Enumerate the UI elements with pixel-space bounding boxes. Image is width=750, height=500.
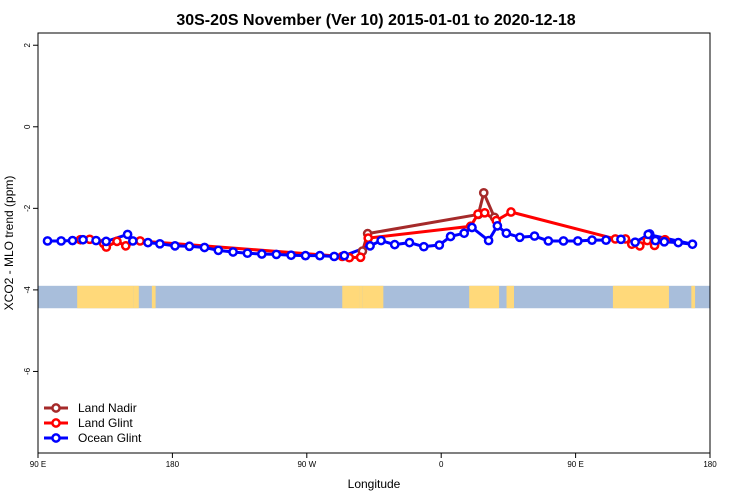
data-point: [363, 233, 374, 243]
data-point: [601, 235, 611, 245]
data-point: [572, 236, 583, 246]
land-segment: [133, 285, 139, 309]
data-point: [300, 250, 311, 261]
data-point: [329, 251, 340, 262]
data-point: [483, 235, 494, 246]
land-segment: [77, 285, 134, 309]
data-point: [286, 250, 296, 261]
data-point: [184, 241, 195, 252]
land-segment: [691, 285, 696, 309]
land-segment: [506, 285, 514, 309]
data-point: [543, 236, 554, 246]
data-point: [91, 235, 101, 246]
legend-marker: [51, 403, 61, 413]
series-line: [80, 210, 666, 260]
data-point: [256, 249, 267, 259]
data-point: [112, 236, 122, 247]
legend-label: Ocean Glint: [78, 431, 142, 445]
plot-frame: [37, 32, 711, 454]
data-point: [389, 239, 400, 250]
data-point: [650, 235, 661, 246]
land-segment: [342, 285, 360, 309]
data-point: [529, 231, 540, 241]
data-point: [143, 237, 153, 248]
data-point: [616, 234, 626, 245]
data-point: [687, 239, 698, 250]
legend-label: Land Nadir: [78, 401, 137, 415]
data-point: [213, 245, 224, 256]
data-point: [355, 252, 366, 263]
data-point: [587, 235, 597, 245]
data-point: [501, 228, 512, 239]
data-point: [506, 207, 516, 217]
data-point: [673, 237, 684, 248]
data-point: [643, 229, 654, 240]
data-point: [242, 248, 253, 259]
data-point: [170, 241, 180, 251]
data-point: [365, 241, 375, 251]
axes: 90 E 180 90 W 0 90 E 180 2 0 -2 -4 -6: [23, 42, 717, 469]
x-tick-label: 180: [166, 460, 180, 469]
land-segment: [362, 285, 374, 309]
data-point: [478, 187, 489, 198]
data-point: [42, 236, 53, 246]
data-point: [127, 236, 138, 246]
x-axis-label: Longitude: [348, 477, 401, 491]
data-point: [630, 237, 640, 248]
data-point: [434, 240, 445, 250]
data-point: [120, 241, 131, 251]
data-point: [339, 250, 350, 261]
legend-item: Land Nadir: [44, 401, 137, 415]
y-tick-label: -2: [23, 204, 32, 212]
land-segment: [359, 285, 363, 309]
y-tick-label: -6: [23, 367, 32, 375]
data-point: [459, 228, 470, 239]
land-segment: [374, 285, 384, 309]
data-point: [659, 236, 670, 247]
x-tick-label: 0: [439, 460, 444, 469]
data-point: [56, 236, 66, 246]
land-segment: [151, 285, 156, 309]
data-point: [122, 229, 133, 240]
data-point: [514, 232, 525, 243]
data-point: [101, 236, 111, 247]
plot-area: [38, 187, 710, 309]
x-tick-label: 180: [703, 460, 717, 469]
x-tick-label: 90 E: [30, 460, 46, 469]
y-axis-label: XCO2 - MLO trend (ppm): [2, 176, 16, 311]
chart-title: 30S-20S November (Ver 10) 2015-01-01 to …: [176, 12, 575, 29]
land-segment: [612, 285, 669, 309]
y-tick-label: -4: [23, 286, 32, 294]
y-tick-label: 2: [23, 42, 32, 47]
data-point: [418, 241, 429, 252]
plot-content: [38, 187, 710, 309]
data-point: [199, 242, 210, 253]
y-tick-label: 0: [23, 124, 32, 129]
data-point: [271, 249, 282, 260]
data-point: [228, 247, 238, 257]
data-point: [445, 231, 456, 242]
data-point: [78, 234, 88, 245]
data-point: [558, 236, 569, 246]
legend-marker: [51, 418, 61, 428]
data-point: [376, 235, 386, 246]
data-point: [492, 221, 503, 231]
data-point: [467, 222, 477, 233]
x-tick-label: 90 W: [297, 460, 316, 469]
legend-marker: [51, 433, 61, 443]
x-tick-label: 90 E: [567, 460, 583, 469]
legend-label: Land Glint: [78, 416, 133, 430]
data-point: [67, 235, 78, 246]
data-point: [404, 237, 415, 248]
land-segment: [469, 285, 500, 309]
data-point: [315, 250, 325, 261]
data-point: [479, 207, 490, 218]
legend-item: Ocean Glint: [44, 431, 142, 445]
data-point: [155, 238, 165, 249]
legend-item: Land Glint: [44, 416, 133, 430]
